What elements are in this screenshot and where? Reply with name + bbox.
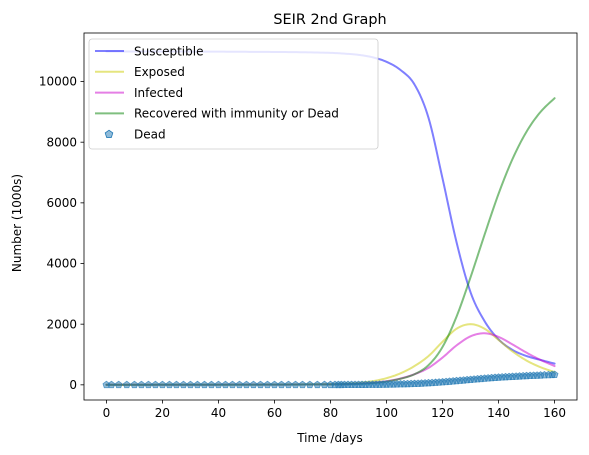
data-point bbox=[242, 380, 251, 389]
y-axis-label: Number (1000s) bbox=[10, 174, 24, 272]
legend-label: Exposed bbox=[134, 65, 185, 79]
data-point bbox=[151, 380, 160, 389]
data-point bbox=[122, 380, 131, 389]
data-point bbox=[235, 380, 244, 389]
x-tick-label: 20 bbox=[155, 406, 170, 420]
data-point bbox=[137, 380, 146, 389]
y-tick-label: 8000 bbox=[46, 135, 77, 149]
data-point bbox=[114, 380, 123, 389]
y-tick-label: 4000 bbox=[46, 257, 77, 271]
y-tick-label: 0 bbox=[69, 378, 77, 392]
data-point bbox=[107, 380, 116, 389]
data-point bbox=[193, 380, 202, 389]
data-point bbox=[186, 380, 195, 389]
chart-title: SEIR 2nd Graph bbox=[273, 12, 386, 28]
data-point bbox=[158, 380, 167, 389]
x-tick-label: 80 bbox=[323, 406, 338, 420]
series-markers-dead bbox=[102, 370, 559, 389]
data-point bbox=[298, 380, 307, 389]
x-tick-label: 120 bbox=[431, 406, 454, 420]
axes: 0 20 40 60 80 100 120 140 160 0 2000 4000 6000 8000 10… bbox=[39, 32, 578, 420]
x-tick-label: 60 bbox=[267, 406, 282, 420]
x-tick-label: 0 bbox=[103, 406, 111, 420]
y-tick-label: 6000 bbox=[46, 196, 77, 210]
legend: Susceptible Exposed Infected Recovered with… bbox=[88, 38, 379, 150]
x-tick-label: 140 bbox=[487, 406, 510, 420]
legend-label: Recovered with immunity or Dead bbox=[134, 107, 339, 121]
data-point bbox=[172, 380, 181, 389]
legend-marker-handle bbox=[104, 129, 114, 138]
data-point bbox=[291, 380, 300, 389]
data-point bbox=[144, 380, 153, 389]
y-tick-label: 10000 bbox=[39, 75, 77, 89]
x-axis-label: Time /days bbox=[296, 431, 363, 445]
data-point bbox=[284, 380, 293, 389]
x-tick-label: 160 bbox=[543, 406, 566, 420]
y-tick-label: 2000 bbox=[46, 317, 77, 331]
data-point bbox=[214, 380, 223, 389]
data-point bbox=[179, 380, 188, 389]
data-point bbox=[277, 380, 286, 389]
x-tick-label: 40 bbox=[211, 406, 226, 420]
plot-area bbox=[102, 50, 559, 389]
legend-label: Susceptible bbox=[134, 44, 203, 58]
data-point bbox=[305, 380, 314, 389]
data-point bbox=[270, 380, 279, 389]
data-point bbox=[320, 380, 329, 389]
data-point bbox=[207, 380, 216, 389]
data-point bbox=[263, 380, 272, 389]
data-point bbox=[313, 380, 322, 389]
data-point bbox=[130, 380, 139, 389]
legend-label: Infected bbox=[134, 86, 183, 100]
data-point bbox=[256, 380, 265, 389]
data-point bbox=[228, 380, 237, 389]
data-point bbox=[165, 380, 174, 389]
legend-label: Dead bbox=[134, 128, 166, 142]
data-point bbox=[249, 380, 258, 389]
x-tick-label: 100 bbox=[375, 406, 398, 420]
legend-box bbox=[88, 38, 379, 150]
data-point bbox=[550, 370, 559, 378]
data-point bbox=[200, 380, 209, 389]
data-point bbox=[221, 380, 230, 389]
